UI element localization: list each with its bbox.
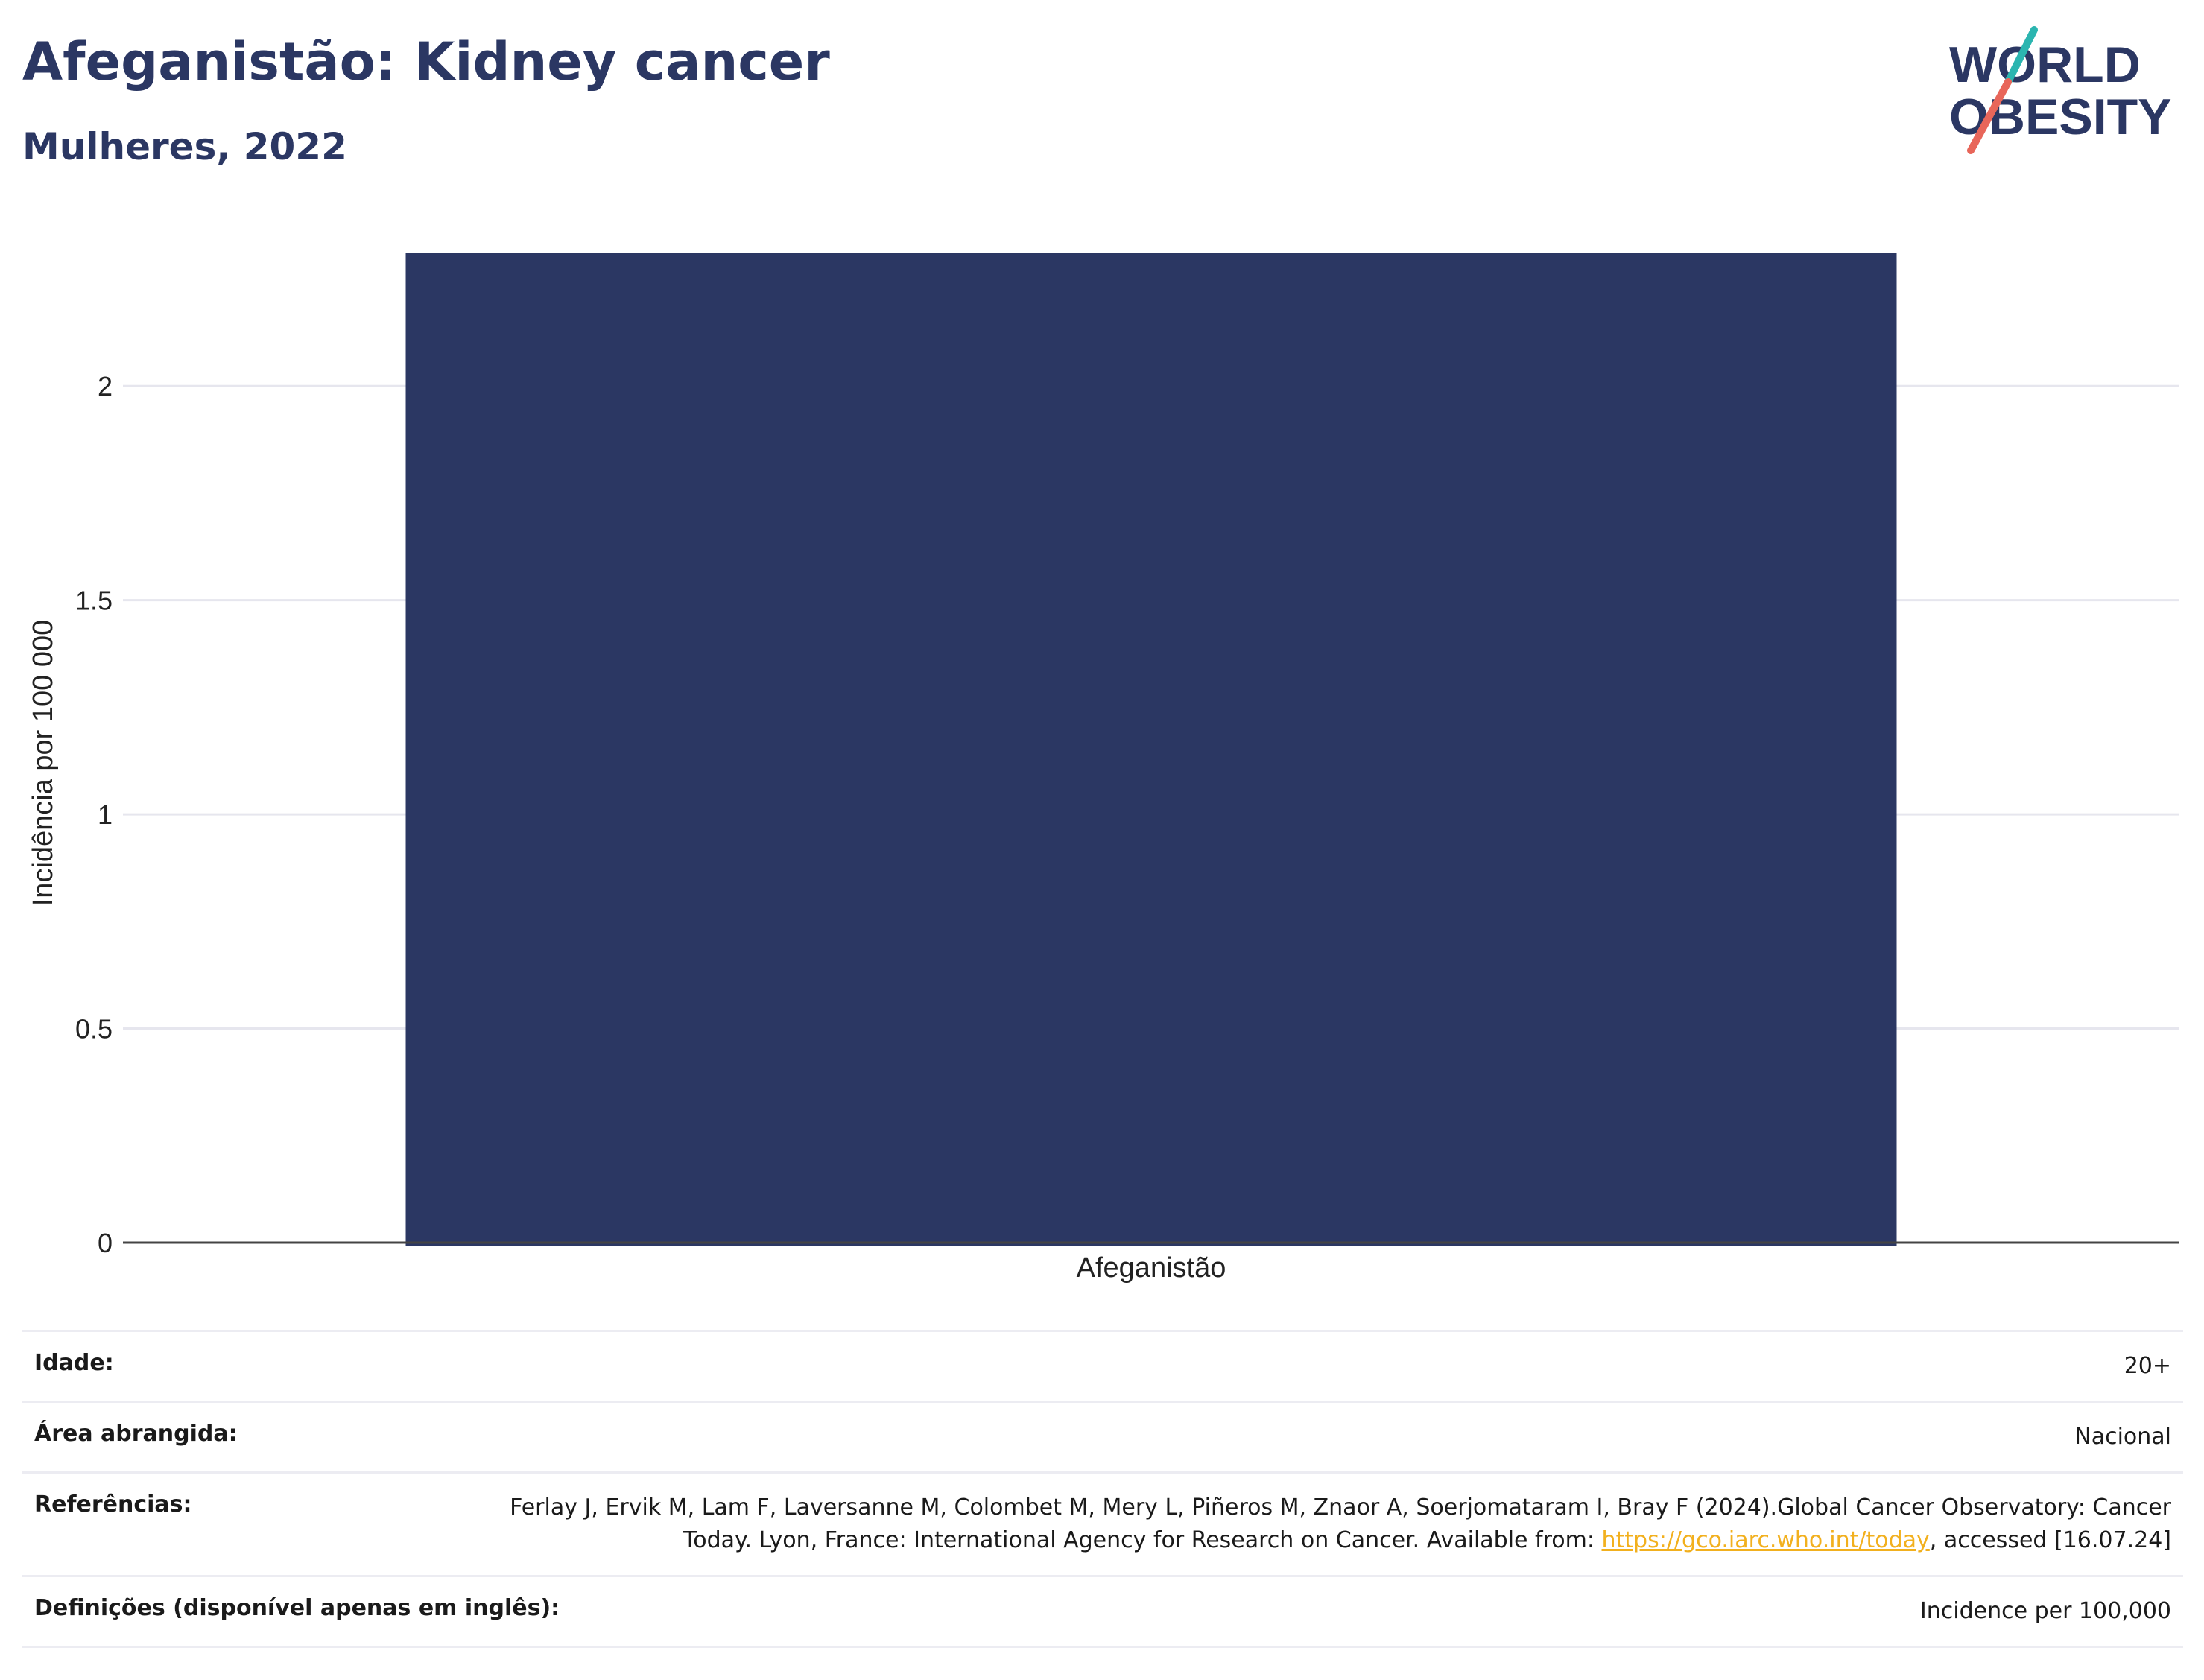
page-title: Afeganistão: Kidney cancer — [22, 31, 830, 92]
metadata-table: Idade: 20+ Área abrangida: Nacional Refe… — [22, 1330, 2183, 1648]
references-value: Ferlay J, Ervik M, Lam F, Laversanne M, … — [457, 1492, 2171, 1557]
age-row: Idade: 20+ — [22, 1330, 2183, 1401]
area-value: Nacional — [2074, 1424, 2171, 1450]
age-value: 20+ — [2124, 1353, 2171, 1379]
references-row: Referências: Ferlay J, Ervik M, Lam F, L… — [22, 1471, 2183, 1575]
y-tick-label: 2 — [98, 371, 113, 402]
world-obesity-logo: WORLD OBESITY — [1949, 26, 2172, 154]
y-tick-label: 0 — [98, 1228, 113, 1258]
definitions-value: Incidence per 100,000 — [1919, 1598, 2171, 1624]
svg-text:OBESITY: OBESITY — [1949, 89, 2172, 145]
y-tick-label: 1 — [98, 799, 113, 830]
definitions-row: Definições (disponível apenas em inglês)… — [22, 1575, 2183, 1648]
x-tick-label: Afeganistão — [1077, 1252, 1226, 1284]
references-accessed: , accessed [16.07.24] — [1929, 1527, 2171, 1553]
y-tick-label: 0.5 — [75, 1014, 113, 1045]
references-link[interactable]: https://gco.iarc.who.int/today — [1601, 1527, 1930, 1553]
references-text: Ferlay J, Ervik M, Lam F, Laversanne M, … — [510, 1494, 2171, 1553]
y-axis-title: Incidência por 100 000 — [28, 620, 59, 907]
page-subtitle: Mulheres, 2022 — [22, 125, 347, 168]
area-row: Área abrangida: Nacional — [22, 1401, 2183, 1471]
references-label: Referências: — [34, 1492, 192, 1518]
y-tick-label: 1.5 — [75, 586, 113, 616]
bar-chart: 0 0.5 1 1.5 2 Afeganistão Incidência por 100 … — [28, 253, 2179, 1284]
svg-text:WORLD: WORLD — [1949, 37, 2141, 93]
age-label: Idade: — [34, 1350, 114, 1376]
area-label: Área abrangida: — [34, 1421, 238, 1447]
definitions-label: Definições (disponível apenas em inglês)… — [34, 1595, 560, 1621]
bar[interactable] — [405, 253, 1897, 1246]
